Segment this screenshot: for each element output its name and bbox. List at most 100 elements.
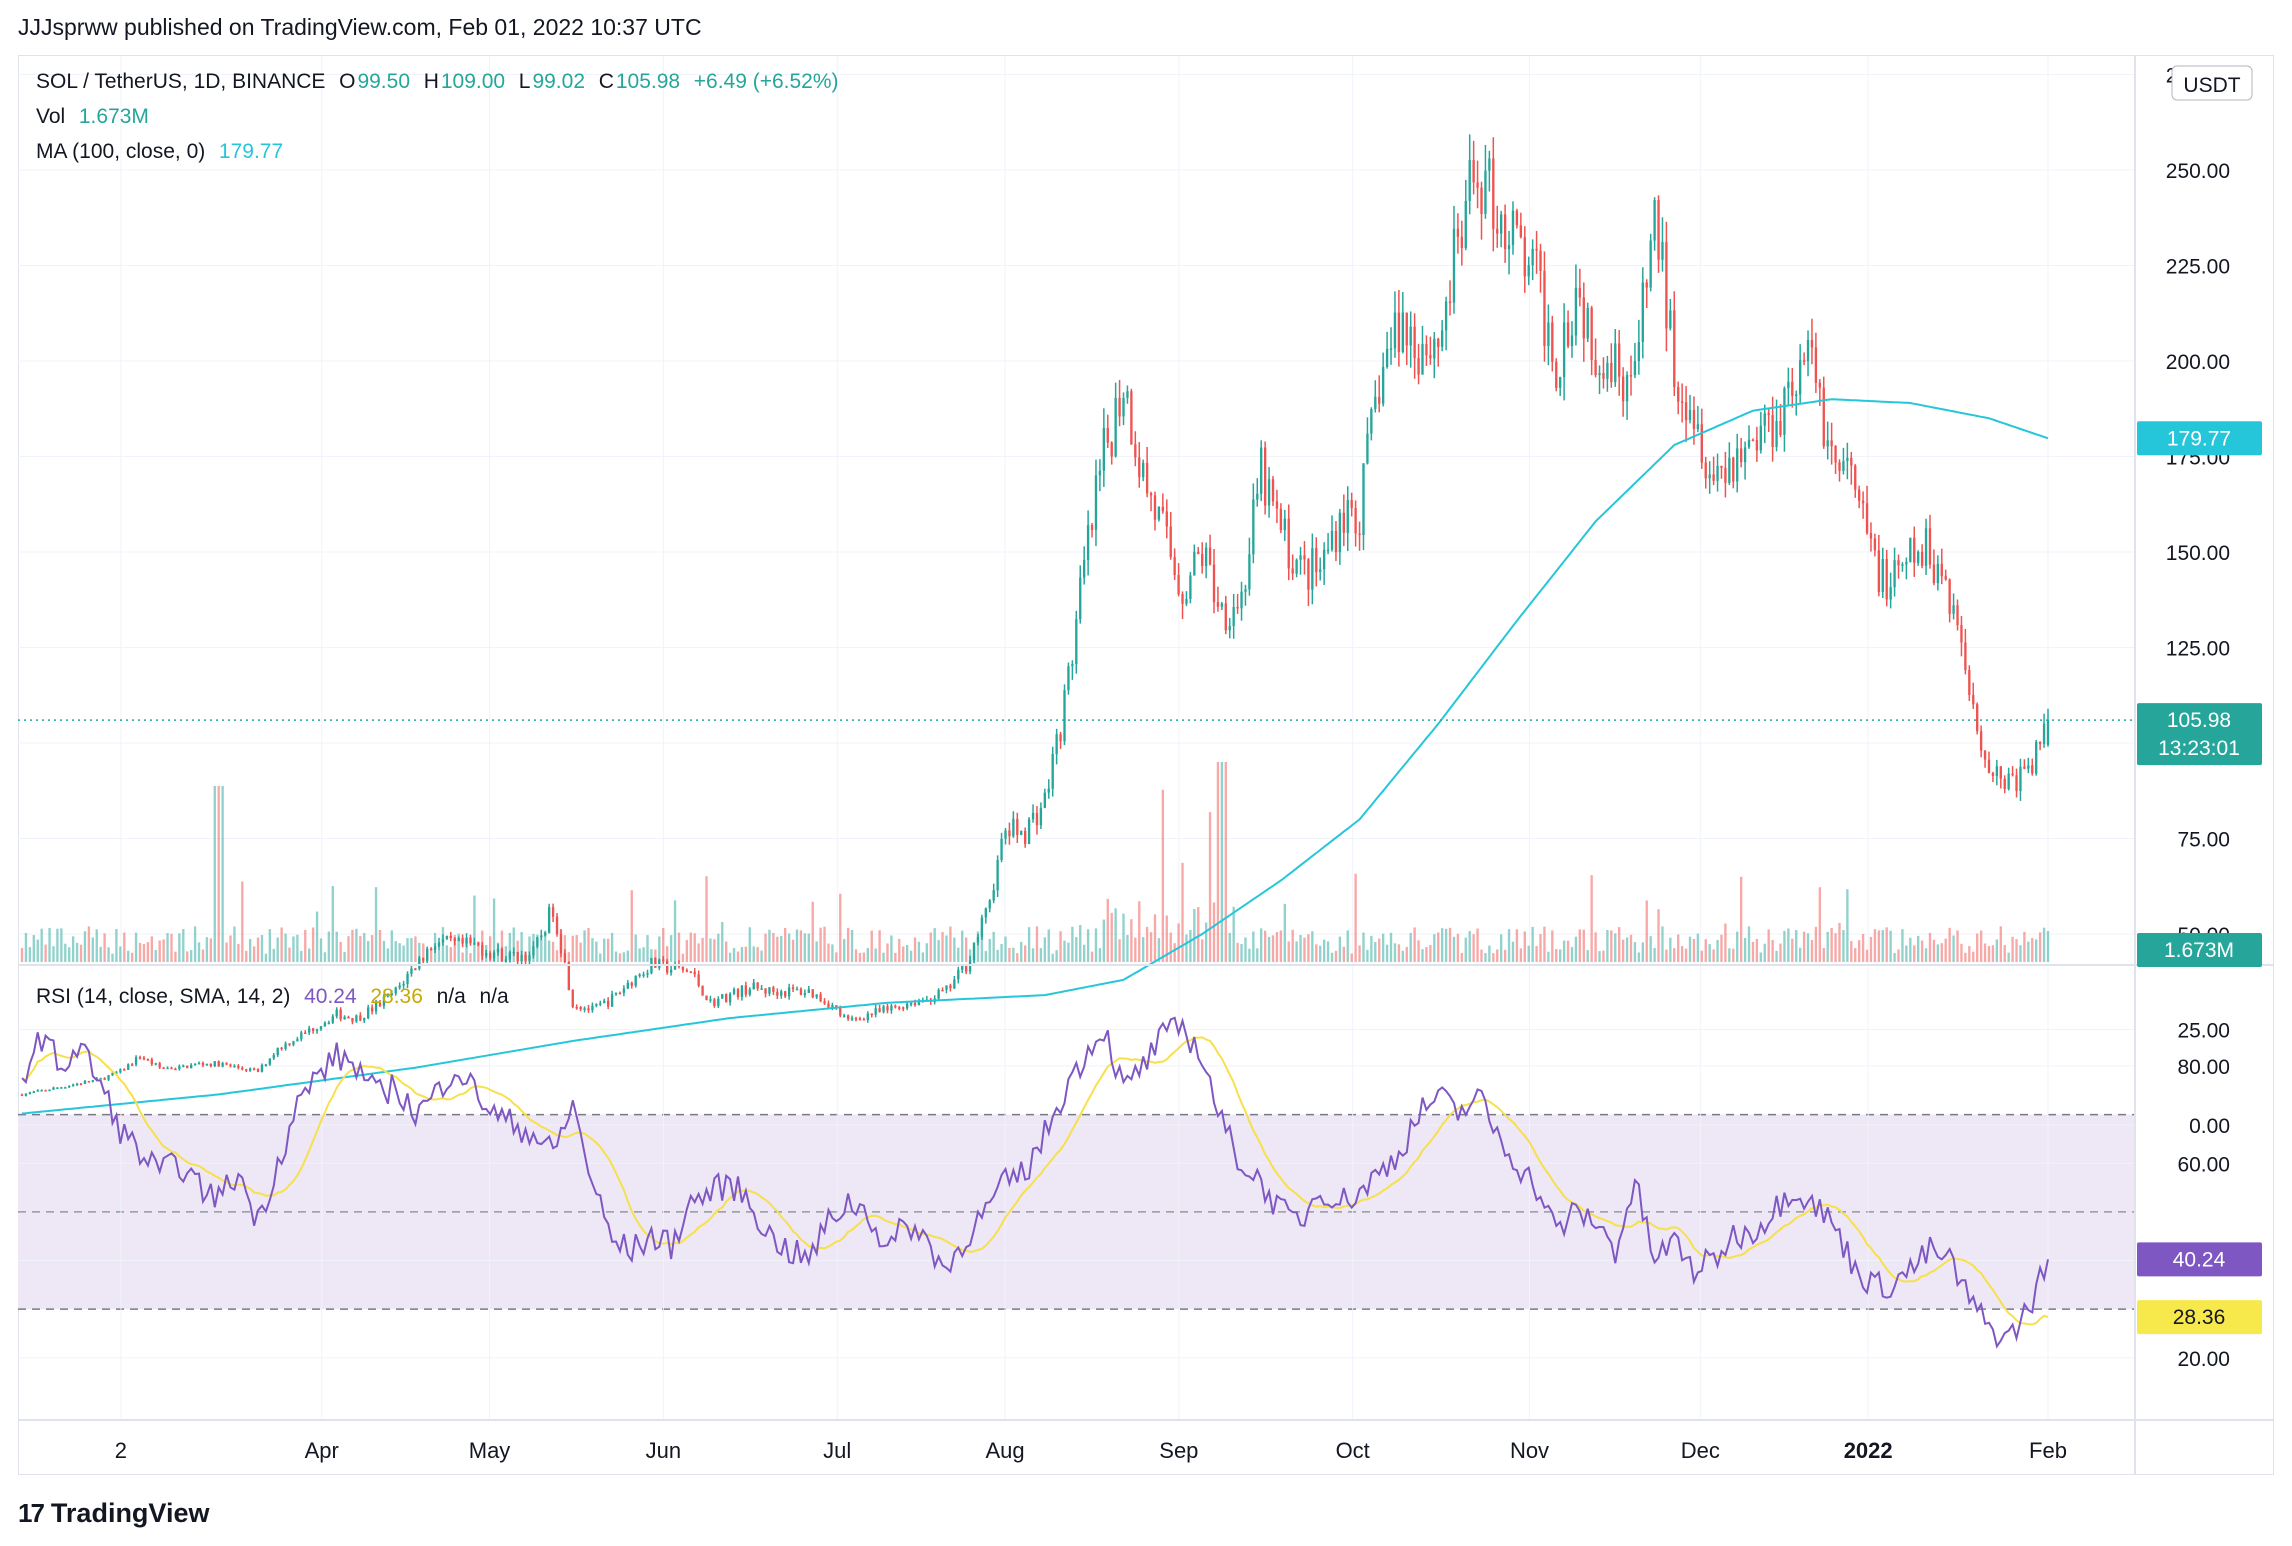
candle	[233, 1064, 236, 1068]
candle	[1810, 318, 1814, 365]
candle	[1374, 380, 1377, 413]
volume-bar	[130, 952, 134, 962]
candle	[1724, 451, 1727, 498]
volume-bar	[555, 950, 559, 962]
candle	[1039, 802, 1043, 830]
volume-bar	[71, 936, 75, 962]
volume-bar	[1023, 945, 1027, 962]
candle	[1031, 804, 1035, 823]
volume-bar	[1149, 932, 1153, 962]
volume-bar	[2038, 932, 2042, 962]
volume-bar	[882, 952, 885, 962]
volume-bar	[941, 932, 944, 962]
volume-bar	[1539, 934, 1542, 962]
rsi-label[interactable]: RSI (14, close, SMA, 14, 2)	[36, 985, 291, 1008]
volume-bar	[488, 936, 492, 962]
candle	[146, 1058, 150, 1061]
volume-bar	[512, 927, 515, 962]
candle	[953, 975, 956, 990]
candle	[1330, 515, 1334, 552]
volume-bar	[1551, 930, 1554, 962]
volume-bar	[902, 946, 905, 962]
candle	[1051, 746, 1054, 797]
volume-bar	[791, 939, 795, 962]
volume-bar	[52, 946, 55, 962]
candle	[315, 1028, 319, 1034]
volume-bar	[1165, 915, 1168, 962]
candle	[780, 989, 783, 999]
candle	[1802, 352, 1806, 366]
candle	[1252, 483, 1255, 564]
candle	[1303, 541, 1306, 575]
volume-bar	[1846, 889, 1849, 962]
volume-bar	[276, 937, 279, 962]
volume-bar	[315, 911, 319, 962]
candle	[1834, 445, 1837, 475]
volume-label[interactable]: Vol	[36, 105, 66, 128]
candle	[339, 1007, 342, 1022]
price-tick-label: 0.00	[2189, 1115, 2230, 1138]
x-tick-label: Jul	[823, 1438, 851, 1463]
volume-bar	[1260, 928, 1263, 962]
candle	[681, 966, 685, 973]
volume-bar	[1822, 947, 1825, 962]
volume-bar	[1208, 812, 1212, 962]
candle	[1027, 817, 1031, 845]
volume-bar	[1972, 951, 1975, 962]
candle	[1149, 491, 1153, 512]
candle	[1499, 210, 1503, 248]
candle	[1551, 315, 1554, 372]
volume-bar	[1476, 928, 1479, 962]
candle	[1995, 760, 1999, 786]
volume-bar	[1185, 934, 1188, 962]
volume-bar	[60, 928, 63, 962]
volume-bar	[390, 930, 393, 962]
volume-bar	[178, 933, 181, 962]
volume-bar	[669, 935, 673, 962]
volume-bar	[2015, 939, 2018, 962]
volume-bar	[56, 928, 59, 962]
candle	[1680, 383, 1684, 423]
candle	[669, 965, 673, 976]
volume-bar	[323, 952, 327, 962]
volume-bar	[1759, 952, 1762, 962]
volume-bar	[1877, 930, 1881, 962]
candle	[280, 1046, 283, 1051]
candle	[1602, 357, 1605, 389]
candle	[1433, 332, 1436, 379]
rsi-tick-label: 20.00	[2177, 1348, 2230, 1371]
candle	[1319, 557, 1322, 581]
candle	[1590, 305, 1593, 376]
volume-bar	[123, 932, 126, 962]
volume-bar	[772, 933, 775, 962]
volume-bar	[1696, 933, 1700, 962]
candle	[1897, 554, 1900, 579]
volume-bar	[1378, 938, 1381, 962]
volume-bar	[1515, 929, 1519, 962]
candle	[1012, 811, 1015, 838]
candle	[1370, 407, 1373, 441]
volume-bar	[1173, 943, 1176, 962]
candle	[1838, 459, 1841, 482]
volume-bar	[1267, 936, 1271, 962]
symbol-label[interactable]: SOL / TetherUS, 1D, BINANCE	[36, 70, 326, 93]
candle	[481, 942, 484, 960]
volume-bar	[398, 943, 401, 962]
volume-bar	[1244, 937, 1247, 962]
volume-bar	[642, 947, 645, 962]
candle	[595, 1003, 598, 1008]
footer-brand[interactable]: 17 TradingView	[18, 1498, 209, 1529]
volume-bar	[811, 901, 814, 962]
candle	[123, 1068, 126, 1071]
volume-bar	[705, 876, 708, 962]
candle	[189, 1063, 193, 1069]
volume-value: 1.673M	[78, 105, 149, 128]
rsi-tick-label: 80.00	[2177, 1056, 2230, 1079]
candle	[799, 987, 803, 996]
candle	[1189, 571, 1192, 604]
candle	[508, 950, 511, 963]
volume-bar	[1330, 952, 1334, 962]
ma-label[interactable]: MA (100, close, 0)	[36, 140, 206, 163]
volume-bar	[622, 952, 626, 962]
